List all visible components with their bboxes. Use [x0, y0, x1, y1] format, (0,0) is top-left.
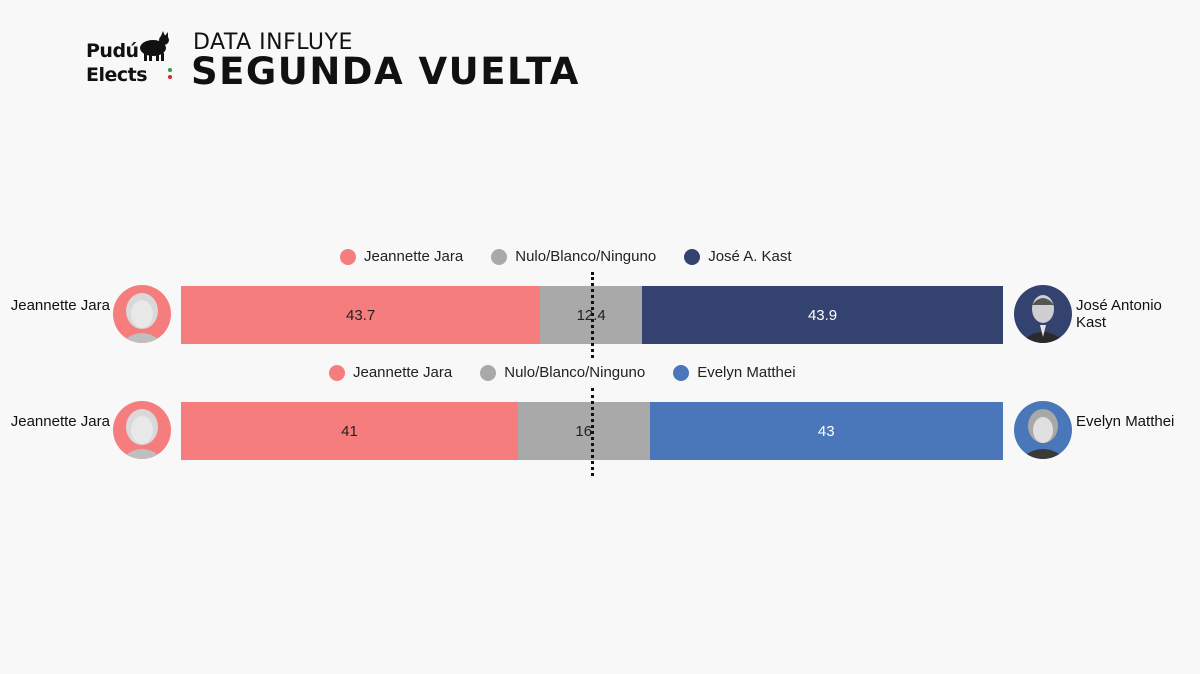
left-candidate-label: Jeannette Jara: [10, 413, 110, 430]
right-candidate-label: José Antonio Kast: [1076, 297, 1162, 331]
kicker-text: DATA INFLUYE: [193, 30, 353, 55]
bar-value-label: 41: [341, 422, 358, 440]
legend-label: Evelyn Matthei: [697, 364, 796, 381]
logo-line-2: Elects: [86, 64, 148, 86]
left-candidate-label: Jeannette Jara: [10, 297, 110, 314]
bar-segment: 43: [649, 402, 1003, 460]
bar-value-label: 16: [575, 422, 593, 440]
sheep-logo-icon: [140, 31, 169, 61]
bar-segment: 43.9: [642, 286, 1003, 344]
legend-swatch: [329, 364, 345, 381]
bar-segment: 41: [181, 402, 519, 460]
bar-value-label: 43.9: [807, 306, 838, 324]
legend-label: Nulo/Blanco/Ninguno: [504, 364, 646, 381]
matthei-portrait-icon: [1014, 401, 1072, 459]
jara-portrait-icon: [113, 285, 171, 343]
legend-label: José A. Kast: [708, 248, 792, 265]
legend-swatch: [673, 364, 690, 381]
legend-swatch: [684, 248, 701, 265]
logo-colon: [168, 68, 172, 84]
legend-chart-1: Jeannette Jara Nulo/Blanco/Ninguno José A.…: [340, 248, 792, 265]
page-title: SEGUNDA VUELTA: [191, 50, 580, 93]
legend-item: José A. Kast: [684, 248, 792, 265]
right-candidate-label: Evelyn Matthei: [1076, 413, 1175, 430]
pudu-elects-logo: Pudú Elects: [84, 30, 184, 90]
legend-item: Evelyn Matthei: [673, 364, 796, 381]
legend-swatch: [340, 248, 356, 265]
logo-line-1: Pudú: [86, 40, 139, 62]
kast-portrait-icon: [1014, 285, 1072, 343]
bar-segment: 43.7: [181, 286, 541, 344]
jara-portrait-icon: [113, 401, 171, 459]
bar-segment: 16: [518, 402, 650, 460]
fifty-percent-reference-line: [590, 272, 594, 358]
legend-item: Jeannette Jara: [340, 248, 463, 265]
legend-swatch: [480, 364, 497, 381]
legend-label: Nulo/Blanco/Ninguno: [515, 248, 657, 265]
legend-swatch: [491, 248, 508, 265]
legend-item: Nulo/Blanco/Ninguno: [480, 364, 645, 381]
legend-item: Jeannette Jara: [329, 364, 452, 381]
stacked-bar-jara-matthei: 41 16 43: [181, 402, 1003, 460]
bar-value-label: 43: [817, 422, 835, 440]
legend-label: Jeannette Jara: [364, 248, 464, 265]
bar-value-label: 43.7: [346, 306, 376, 324]
fifty-percent-reference-line: [590, 388, 594, 476]
legend-chart-2: Jeannette Jara Nulo/Blanco/Ninguno Evelyn …: [329, 364, 796, 381]
legend-label: Jeannette Jara: [353, 364, 453, 381]
legend-item: Nulo/Blanco/Ninguno: [491, 248, 656, 265]
